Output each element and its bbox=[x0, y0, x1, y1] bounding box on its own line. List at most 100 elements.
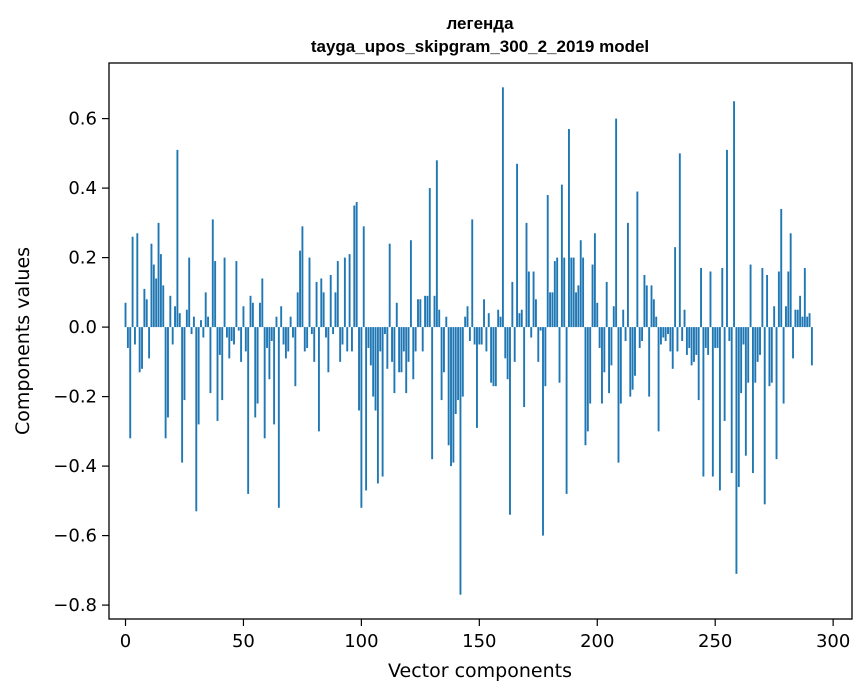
bar-270 bbox=[761, 268, 764, 328]
bar-34 bbox=[204, 292, 207, 328]
bar-126 bbox=[421, 327, 424, 352]
bar-202 bbox=[601, 327, 603, 404]
bar-239 bbox=[688, 327, 691, 348]
bar-243 bbox=[697, 327, 700, 401]
bar-145 bbox=[466, 306, 469, 328]
bar-10 bbox=[148, 327, 151, 359]
bar-48 bbox=[237, 327, 240, 331]
x-axis: 0 50 100 150 200 250 300 bbox=[120, 619, 850, 652]
bar-159 bbox=[499, 316, 502, 328]
bar-88 bbox=[332, 327, 335, 335]
bar-161 bbox=[504, 327, 507, 359]
bar-182 bbox=[553, 261, 556, 328]
bar-79 bbox=[310, 327, 313, 335]
bar-75 bbox=[301, 226, 304, 328]
bar-230 bbox=[667, 327, 669, 335]
bar-205 bbox=[608, 327, 610, 394]
bar-214 bbox=[629, 327, 632, 397]
bar-67 bbox=[282, 327, 285, 345]
bar-192 bbox=[577, 285, 580, 328]
bar-64 bbox=[275, 316, 278, 328]
bar-245 bbox=[702, 327, 705, 477]
bar-104 bbox=[369, 327, 372, 366]
bar-197 bbox=[589, 327, 592, 404]
bar-8 bbox=[143, 288, 146, 328]
bar-206 bbox=[610, 327, 613, 366]
bar-195 bbox=[584, 327, 587, 446]
bar-268 bbox=[756, 327, 759, 362]
bar-27 bbox=[188, 257, 191, 328]
bar-61 bbox=[268, 327, 271, 380]
bar-238 bbox=[685, 327, 688, 355]
bar-59 bbox=[263, 327, 266, 439]
bar-85 bbox=[325, 327, 327, 338]
bar-194 bbox=[582, 257, 585, 328]
bar-199 bbox=[593, 233, 596, 328]
bar-207 bbox=[612, 306, 615, 328]
bar-116 bbox=[398, 327, 401, 373]
bar-226 bbox=[657, 327, 660, 432]
bar-105 bbox=[372, 327, 375, 397]
x-tick-label: 50 bbox=[232, 631, 255, 652]
bar-185 bbox=[560, 184, 563, 328]
bar-19 bbox=[169, 295, 172, 328]
bar-151 bbox=[480, 327, 483, 345]
bar-193 bbox=[579, 240, 582, 328]
bar-127 bbox=[424, 295, 427, 328]
bar-143 bbox=[461, 327, 464, 397]
bar-9 bbox=[145, 299, 148, 328]
bar-290 bbox=[808, 313, 811, 328]
bar-231 bbox=[669, 327, 672, 352]
bar-234 bbox=[676, 327, 679, 352]
bar-158 bbox=[497, 309, 500, 328]
bar-200 bbox=[596, 302, 599, 328]
bar-39 bbox=[216, 327, 219, 421]
bar-174 bbox=[534, 299, 537, 328]
bar-28 bbox=[190, 327, 193, 335]
bar-265 bbox=[749, 264, 752, 328]
bar-178 bbox=[544, 327, 547, 387]
bar-111 bbox=[386, 327, 389, 369]
bar-250 bbox=[714, 327, 717, 348]
bar-109 bbox=[381, 327, 384, 477]
bar-36 bbox=[209, 327, 212, 394]
bar-138 bbox=[450, 327, 452, 467]
bar-89 bbox=[334, 292, 337, 328]
bar-130 bbox=[431, 327, 434, 460]
bar-90 bbox=[336, 261, 339, 328]
bar-256 bbox=[728, 327, 731, 341]
bar-133 bbox=[438, 309, 441, 328]
bar-146 bbox=[468, 327, 471, 341]
bar-118 bbox=[402, 327, 405, 352]
y-tick-label: −0.6 bbox=[53, 526, 97, 547]
bar-184 bbox=[558, 327, 561, 383]
bar-41 bbox=[221, 327, 224, 401]
bar-281 bbox=[787, 271, 790, 328]
bar-176 bbox=[539, 327, 542, 331]
bar-45 bbox=[230, 327, 233, 341]
bar-106 bbox=[374, 327, 377, 411]
bar-81 bbox=[315, 281, 318, 328]
bar-82 bbox=[317, 327, 320, 432]
bar-164 bbox=[511, 281, 514, 328]
bar-102 bbox=[365, 327, 368, 491]
bar-227 bbox=[660, 327, 662, 345]
bar-139 bbox=[452, 327, 455, 463]
bar-147 bbox=[471, 219, 474, 328]
y-tick-label: 0.6 bbox=[68, 109, 97, 130]
bar-114 bbox=[393, 327, 396, 394]
bar-92 bbox=[341, 327, 344, 345]
bar-51 bbox=[244, 327, 247, 352]
bar-269 bbox=[759, 327, 761, 355]
bar-99 bbox=[358, 327, 360, 411]
bar-84 bbox=[322, 292, 325, 328]
bar-56 bbox=[256, 327, 259, 404]
bar-267 bbox=[754, 327, 757, 383]
bar-262 bbox=[742, 327, 745, 345]
bar-217 bbox=[636, 191, 639, 328]
bar-136 bbox=[445, 316, 448, 328]
bar-229 bbox=[664, 327, 667, 341]
bar-70 bbox=[289, 316, 292, 328]
bar-203 bbox=[603, 327, 606, 373]
bar-129 bbox=[428, 188, 431, 328]
